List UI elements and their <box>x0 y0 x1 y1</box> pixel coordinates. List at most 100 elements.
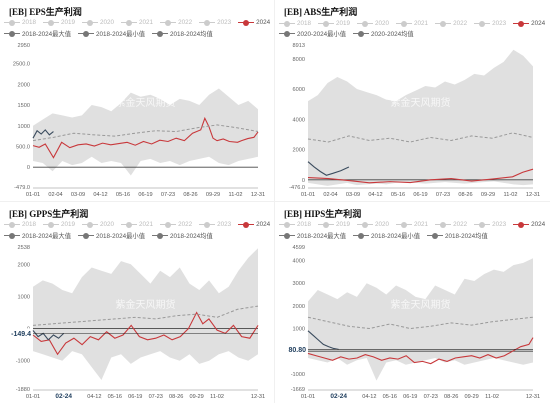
legend-label: 2018-2024最小值 <box>96 233 146 240</box>
x-tick-label: 06-19 <box>128 394 142 400</box>
legend-item[interactable]: 2020-2024均值 <box>353 29 414 38</box>
hips-profit-chart: 459940003000200010000-1000-166901-0102-2… <box>277 245 540 400</box>
legend-label: 2024 <box>256 19 271 26</box>
x-tick-label: 12-31 <box>526 394 540 400</box>
legend-item[interactable]: 2018 <box>279 221 311 228</box>
legend-item[interactable]: 2021 <box>396 20 428 27</box>
legend-label: 2024 <box>256 221 271 228</box>
x-tick-label: 04-12 <box>362 394 376 400</box>
legend-item[interactable]: 2020 <box>82 221 114 228</box>
legend-item[interactable]: 2019 <box>43 221 75 228</box>
legend-label: 2024 <box>531 221 546 228</box>
legend-label: 2021 <box>414 20 429 27</box>
x-tick-label: 05-16 <box>108 394 122 400</box>
legend-item[interactable]: 2024 <box>513 20 545 27</box>
y-tick-label: 1000 <box>18 294 30 300</box>
legend-item[interactable]: 2018 <box>4 221 36 228</box>
legend-label: 2018 <box>22 19 37 26</box>
legend-item[interactable]: 2022 <box>160 221 192 228</box>
x-tick-label: 12-31 <box>526 192 540 198</box>
legend-swatch-icon <box>121 19 138 26</box>
x-tick-label: 12-31 <box>251 192 265 198</box>
legend-label: 2021 <box>414 221 429 228</box>
legend-item[interactable]: 2021 <box>121 221 153 228</box>
legend-label: 2023 <box>492 221 507 228</box>
legend-row-years: 20182019202020212022202320242025 <box>4 221 275 228</box>
x-tick-label: 01-01 <box>301 192 315 198</box>
legend-item[interactable]: 2018 <box>4 19 36 26</box>
legend-item[interactable]: 2018 <box>279 20 311 27</box>
y-tick-label: 4000 <box>293 117 305 123</box>
legend-item[interactable]: 2020-2024最小值 <box>279 29 346 38</box>
legend-item[interactable]: 2020 <box>357 221 389 228</box>
legend-item[interactable]: 2023 <box>199 221 231 228</box>
range-band-area <box>308 258 533 381</box>
x-tick-label: 02-24 <box>330 393 347 400</box>
legend-swatch-icon <box>4 19 20 26</box>
legend-item[interactable]: 2018-2024均值 <box>152 29 213 38</box>
legend-item[interactable]: 2018-2024最小值 <box>78 29 145 38</box>
legend-label: 2022 <box>178 19 193 26</box>
x-tick-label: 07-23 <box>149 394 163 400</box>
x-tick-label: 07-23 <box>424 394 438 400</box>
x-tick-label: 02-04 <box>323 192 337 198</box>
legend-swatch-icon <box>474 221 491 228</box>
legend-item[interactable]: 2018-2024最小值 <box>353 231 420 240</box>
series-2025-line <box>307 161 350 176</box>
y-tick-label: 1500 <box>18 103 30 109</box>
legend-item[interactable]: 2019 <box>318 221 350 228</box>
legend-item[interactable]: 2021 <box>396 221 428 228</box>
x-tick-label: 02-04 <box>48 192 62 198</box>
legend-item[interactable]: 2018-2024最小值 <box>78 231 145 240</box>
y-tick-label: 0 <box>27 165 30 171</box>
legend-item[interactable]: 2021 <box>121 19 153 26</box>
legend-swatch-icon <box>43 19 60 26</box>
legend-swatch-icon <box>318 20 335 27</box>
legend-item[interactable]: 2018-2024最大值 <box>279 231 346 240</box>
legend-label: 2019 <box>336 221 351 228</box>
legend-item[interactable]: 2024 <box>513 221 545 228</box>
y-tick-label: -1669 <box>291 387 305 393</box>
panel-title: [EB] ABS生产利润 <box>284 7 358 17</box>
legend-swatch-icon <box>82 221 99 228</box>
legend-item[interactable]: 2023 <box>199 19 231 26</box>
x-tick-label: 09-29 <box>481 192 495 198</box>
legend-item[interactable]: 2020 <box>357 20 389 27</box>
legend-label: 2018-2024均值 <box>170 31 213 38</box>
legend-item[interactable]: 2019 <box>318 20 350 27</box>
legend-swatch-icon <box>513 221 530 228</box>
y-tick-label: 4000 <box>293 259 305 265</box>
legend-item[interactable]: 2023 <box>474 20 506 27</box>
legend-item[interactable]: 2019 <box>43 19 75 26</box>
x-tick-label: 08-26 <box>444 394 458 400</box>
legend-item[interactable]: 2022 <box>435 221 467 228</box>
legend-item[interactable]: 2018-2024均值 <box>152 231 213 240</box>
legend-item[interactable]: 2018-2024最大值 <box>4 29 71 38</box>
legend-swatch-icon <box>318 221 335 228</box>
legend-swatch-icon <box>279 20 295 27</box>
range-band-area <box>308 49 533 186</box>
panel-title: [EB] HIPS生产利润 <box>284 209 362 219</box>
y-tick-label: -1000 <box>16 359 30 365</box>
legend-item[interactable]: 2020 <box>82 19 114 26</box>
legend-label: 2018 <box>22 221 37 228</box>
legend-swatch-icon <box>279 30 295 37</box>
watermark-text: 紫金天风期货 <box>116 298 176 311</box>
legend-item[interactable]: 2018-2024均值 <box>427 231 488 240</box>
legend-item[interactable]: 2024 <box>238 19 270 26</box>
legend-item[interactable]: 2022 <box>435 20 467 27</box>
y-tick-label: 6000 <box>293 87 305 93</box>
legend-swatch-icon <box>427 232 444 239</box>
legend-item[interactable]: 2018-2024最大值 <box>4 231 71 240</box>
x-tick-label: 05-16 <box>383 394 397 400</box>
x-tick-label: 05-16 <box>116 192 130 198</box>
legend-item[interactable]: 2022 <box>160 19 192 26</box>
x-tick-label: 03-09 <box>71 192 85 198</box>
range-band-area <box>33 88 258 176</box>
legend-item[interactable]: 2023 <box>474 221 506 228</box>
legend-item[interactable]: 2024 <box>238 221 270 228</box>
x-tick-label: 09-29 <box>189 394 203 400</box>
legend-row-years: 20182019202020212022202320242025 <box>4 19 275 26</box>
legend-swatch-icon <box>4 232 20 239</box>
legend-label: 2023 <box>217 221 232 228</box>
